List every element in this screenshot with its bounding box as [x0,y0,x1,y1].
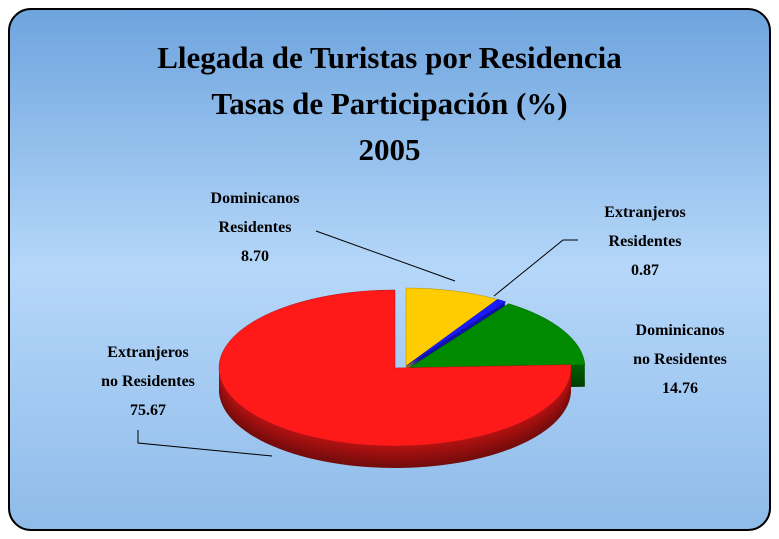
category-label: Dominicanos Residentes [210,190,300,236]
value-label: 8.70 [241,248,269,265]
slice [218,289,572,447]
leader-line [137,430,273,457]
slice [405,299,507,367]
slice-label: Extranjeros no Residentes 75.67 [101,338,195,425]
category-label: Dominicanos no Residentes [633,322,727,368]
value-label: 75.67 [130,402,166,419]
value-label: 14.76 [662,380,698,397]
leader-line [493,239,578,297]
slice-label: Dominicanos Residentes 8.70 [211,184,300,271]
category-label: Extranjeros Residentes [604,204,686,250]
slice-label: Dominicanos no Residentes 14.76 [633,316,727,403]
chart-title: Tasas de Participación (%) [211,86,568,121]
slice [405,287,499,367]
leader-line [315,230,456,282]
chart-title: Llegada de Turistas por Residencia [157,40,622,75]
chart-title: 2005 [358,132,421,167]
slice-label: Extranjeros Residentes 0.87 [604,198,685,285]
category-label: Extranjeros no Residentes [101,344,195,390]
slice [408,303,586,369]
value-label: 0.87 [631,262,659,279]
pie [218,287,586,468]
background [8,8,771,531]
